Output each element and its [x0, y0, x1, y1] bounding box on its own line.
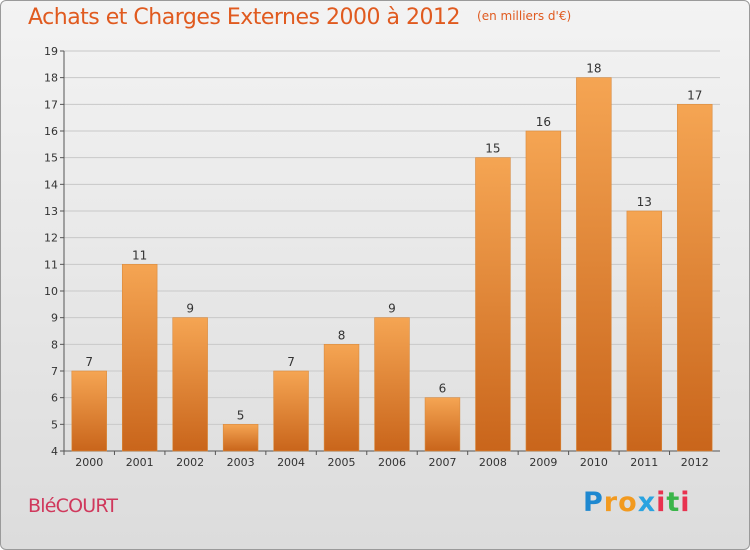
- bar-2002: [172, 317, 208, 452]
- logo-letter: o: [618, 487, 638, 518]
- data-label-2005: 8: [338, 328, 346, 342]
- data-label-2001: 11: [132, 248, 147, 262]
- logo-letter: i: [680, 487, 691, 518]
- data-label-2004: 7: [287, 355, 295, 369]
- data-label-2009: 16: [536, 115, 551, 129]
- y-tick-label: 12: [44, 232, 58, 245]
- x-tick-label: 2008: [479, 456, 507, 469]
- bar-2007: [424, 397, 461, 452]
- y-tick-label: 6: [51, 392, 58, 405]
- x-tick-label: 2000: [75, 456, 103, 469]
- bar-2008: [475, 157, 511, 452]
- x-tick-label: 2001: [126, 456, 154, 469]
- y-tick-label: 8: [51, 338, 58, 351]
- bar-2006: [374, 317, 410, 452]
- logo-letter: i: [656, 487, 667, 518]
- y-tick-label: 5: [51, 418, 58, 431]
- bar-2012: [677, 104, 713, 452]
- data-label-2000: 7: [85, 355, 93, 369]
- x-tick-label: 2006: [378, 456, 406, 469]
- bars: [71, 77, 713, 452]
- x-tick-label: 2003: [227, 456, 255, 469]
- data-label-2010: 18: [586, 62, 601, 76]
- bar-2003: [222, 424, 259, 452]
- y-tick-label: 19: [44, 45, 58, 58]
- proxiti-logo: Proxiti: [583, 487, 691, 518]
- x-tick-label: 2002: [176, 456, 204, 469]
- x-tick-label: 2005: [328, 456, 356, 469]
- commune-name: BléCOURT: [28, 495, 118, 517]
- data-label-2003: 5: [237, 408, 245, 422]
- y-tick-label: 18: [44, 72, 58, 85]
- bar-2010: [576, 77, 612, 452]
- bar-2005: [323, 344, 360, 452]
- y-tick-label: 7: [51, 365, 58, 378]
- bar-2009: [525, 130, 562, 452]
- bar-2004: [273, 370, 309, 452]
- bar-2011: [626, 210, 663, 452]
- logo-letter: P: [583, 487, 604, 518]
- logo-letter: x: [637, 487, 657, 518]
- y-tick-label: 9: [51, 312, 58, 325]
- y-tick-label: 14: [44, 178, 58, 191]
- y-tick-label: 15: [44, 152, 58, 165]
- x-tick-label: 2010: [580, 456, 608, 469]
- logo-letter: t: [666, 487, 681, 518]
- chart-subtitle: (en milliers d'€): [477, 9, 572, 23]
- y-tick-label: 17: [44, 98, 58, 111]
- x-tick-label: 2012: [681, 456, 709, 469]
- y-tick-label: 4: [51, 445, 58, 458]
- chart-title: Achats et Charges Externes 2000 à 2012: [28, 5, 460, 30]
- logo-letter: r: [603, 487, 619, 518]
- data-label-2011: 13: [637, 195, 652, 209]
- data-label-2007: 6: [439, 382, 447, 396]
- data-label-2012: 17: [687, 88, 702, 102]
- x-tick-label: 2009: [529, 456, 557, 469]
- y-tick-label: 11: [44, 258, 58, 271]
- x-tick-label: 2004: [277, 456, 305, 469]
- chart-title-block: Achats et Charges Externes 2000 à 2012 (…: [28, 5, 571, 30]
- data-label-2002: 9: [186, 302, 194, 316]
- data-label-2008: 15: [485, 142, 500, 156]
- y-tick-label: 10: [44, 285, 58, 298]
- x-tick-label: 2011: [630, 456, 658, 469]
- y-tick-label: 13: [44, 205, 58, 218]
- labels: 4 5 6 7 8 9 10 11 12 13 14 15 16 17 18 19 7 2000 11 2001 9 20…: [44, 45, 709, 469]
- data-label-2006: 9: [388, 302, 396, 316]
- x-tick-label: 2007: [428, 456, 456, 469]
- bar-2000: [71, 370, 107, 452]
- bar-2001: [121, 264, 158, 452]
- y-tick-label: 16: [44, 125, 58, 138]
